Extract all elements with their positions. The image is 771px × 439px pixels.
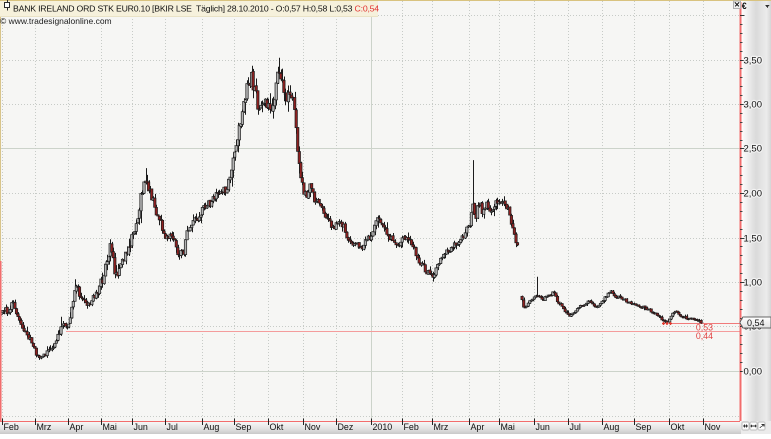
- svg-text:Aug: Aug: [604, 422, 620, 432]
- svg-text:Feb: Feb: [4, 422, 19, 432]
- svg-text:1,50: 1,50: [744, 234, 763, 245]
- svg-text:Nov: Nov: [305, 422, 321, 432]
- svg-text:2,00: 2,00: [744, 189, 763, 200]
- svg-text:Feb: Feb: [404, 422, 419, 432]
- svg-text:0,53: 0,53: [696, 323, 713, 333]
- svg-text:Dez: Dez: [338, 422, 354, 432]
- svg-text:Mrz: Mrz: [37, 422, 52, 432]
- svg-text:2,50: 2,50: [744, 144, 763, 155]
- svg-text:Sep: Sep: [236, 422, 252, 432]
- svg-text:Jun: Jun: [536, 422, 550, 432]
- svg-text:2010: 2010: [373, 422, 393, 432]
- svg-text:Sep: Sep: [636, 422, 652, 432]
- svg-text:Apr: Apr: [471, 422, 485, 432]
- svg-text:BANK IRELAND ORD STK EUR0.10 [: BANK IRELAND ORD STK EUR0.10 [BKIR LSE T…: [13, 4, 379, 14]
- svg-text:€: €: [742, 1, 747, 11]
- svg-text:0,00: 0,00: [744, 367, 763, 378]
- svg-text:Aug: Aug: [204, 422, 220, 432]
- svg-text:3,50: 3,50: [744, 56, 763, 67]
- svg-text:Mai: Mai: [501, 422, 515, 432]
- svg-text:Mai: Mai: [103, 422, 117, 432]
- svg-text:Jul: Jul: [167, 422, 178, 432]
- svg-text:Nov: Nov: [705, 422, 721, 432]
- svg-text:1,00: 1,00: [744, 278, 763, 289]
- svg-text:Okt: Okt: [671, 422, 685, 432]
- svg-text:Mrz: Mrz: [434, 422, 449, 432]
- svg-text:Okt: Okt: [270, 422, 284, 432]
- svg-text:Apr: Apr: [70, 422, 84, 432]
- svg-text:0,54: 0,54: [747, 318, 765, 328]
- svg-text:0,44: 0,44: [696, 331, 713, 341]
- svg-text:Jun: Jun: [134, 422, 148, 432]
- svg-text:Jul: Jul: [570, 422, 581, 432]
- svg-text:© www.tradesignalonline.com: © www.tradesignalonline.com: [0, 16, 112, 26]
- svg-text:3,00: 3,00: [744, 100, 763, 111]
